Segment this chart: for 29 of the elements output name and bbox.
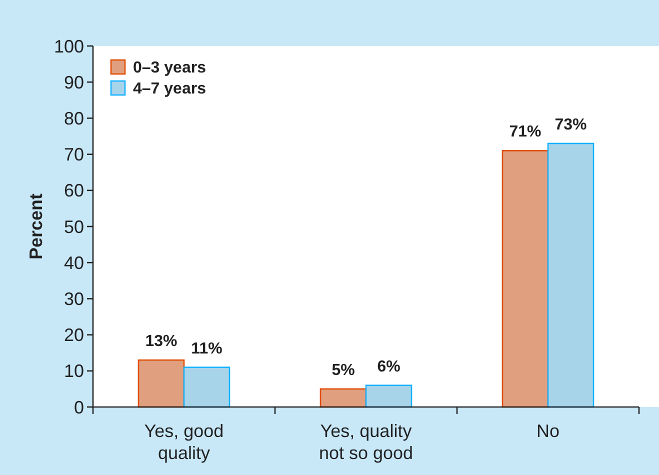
bar (502, 150, 549, 408)
data-label: 6% (377, 358, 400, 376)
bar (547, 142, 594, 408)
legend-label: 4–7 years (133, 80, 206, 98)
data-label: 71% (509, 124, 542, 141)
data-label: 5% (332, 362, 355, 379)
y-tick-label: 60 (64, 180, 84, 201)
data-label: 73% (554, 116, 587, 134)
x-tick-label: No (536, 421, 560, 441)
y-tick-label: 20 (64, 325, 84, 346)
bar (138, 359, 185, 408)
y-tick-label: 70 (64, 144, 84, 165)
y-tick-label: 100 (54, 36, 84, 56)
data-label: 11% (191, 340, 222, 358)
y-tick-label: 50 (64, 216, 84, 237)
bar (183, 366, 230, 408)
data-label: 13% (145, 333, 178, 350)
y-tick-label: 80 (64, 108, 84, 128)
bar (320, 388, 367, 408)
y-axis-title: Percent (26, 193, 46, 260)
x-tick-label: Yes, quality not so good (318, 421, 414, 463)
y-tick-label: 10 (64, 361, 84, 382)
y-tick-label: 30 (64, 289, 84, 309)
bar (365, 384, 412, 408)
y-tick-label: 90 (64, 72, 84, 92)
y-tick-label: 40 (64, 252, 84, 273)
x-tick-label: Yes, good quality (144, 421, 224, 463)
legend-label: 0–3 years (133, 60, 206, 77)
y-tick-label: 0 (74, 397, 84, 418)
